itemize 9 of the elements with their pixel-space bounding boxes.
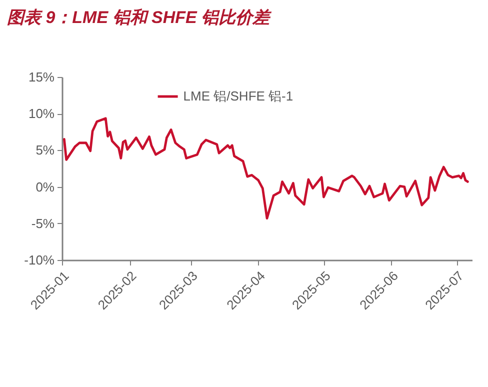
legend-label: LME 铝/SHFE 铝-1	[183, 88, 294, 104]
y-tick-label: 10%	[28, 106, 55, 122]
chart-title: 图表 9：LME 铝和 SHFE 铝比价差	[7, 8, 273, 27]
line-series	[62, 117, 469, 220]
y-tick-label: 0%	[36, 179, 55, 194]
y-tick-label: 5%	[36, 142, 55, 158]
y-tick-label: -5%	[31, 216, 55, 231]
y-tick-label: 15%	[28, 70, 55, 84]
y-tick-label: -10%	[24, 252, 55, 268]
